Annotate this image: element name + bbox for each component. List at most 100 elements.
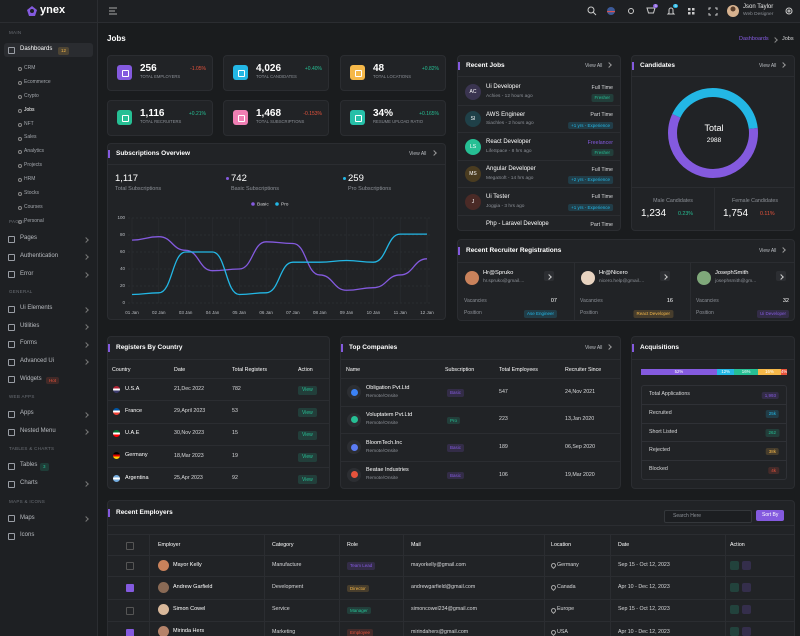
sidebar-item[interactable]: Forms [20, 340, 37, 347]
vacancies-value: 32 [782, 297, 789, 304]
job-tag: Fresher [591, 94, 613, 102]
download-button[interactable] [730, 582, 739, 592]
register-date: 18,Mar 2023 [174, 452, 204, 459]
stat-change: -1.05% [190, 65, 206, 72]
fullscreen-icon[interactable] [708, 7, 718, 16]
company-logo-mark [350, 443, 358, 451]
sidebar-subitem[interactable]: Crypto [24, 92, 39, 99]
sidebar-item[interactable]: Apps [20, 410, 34, 417]
recruiter-arrow-button[interactable] [660, 271, 670, 281]
row-divider [108, 467, 329, 469]
job-avatar [465, 193, 481, 210]
sidebar-item[interactable]: Maps [20, 514, 35, 521]
card-divider [632, 187, 794, 188]
sidebar-item[interactable]: Nested Menu [20, 427, 56, 434]
view-button[interactable]: View [298, 385, 317, 395]
sidebar-item[interactable]: Tables [20, 462, 38, 469]
job-title[interactable]: Ui Tester [486, 193, 510, 200]
sidebar-subitem[interactable]: Jobs [24, 106, 35, 113]
sidebar-subitem[interactable]: Courses [24, 203, 43, 210]
sidebar-subitem[interactable]: Personal [24, 217, 44, 224]
edit-button[interactable] [742, 627, 751, 636]
cart-icon[interactable] [646, 7, 656, 14]
sidebar-subitem[interactable]: Analytics [24, 148, 45, 155]
sidebar-item[interactable]: Utilities [20, 322, 40, 329]
job-title[interactable]: Angular Developer [486, 166, 536, 173]
row-checkbox[interactable] [126, 606, 134, 615]
flag-icon[interactable] [607, 7, 615, 15]
sidebar-item-icon [8, 306, 15, 313]
theme-icon[interactable] [628, 8, 634, 14]
view-button[interactable]: View [298, 408, 317, 418]
download-button[interactable] [730, 605, 739, 615]
view-all-button[interactable]: View All [759, 62, 777, 69]
download-button[interactable] [730, 627, 739, 636]
summary-label: Pro Subscriptions [348, 185, 392, 192]
apps-icon[interactable] [688, 8, 695, 15]
menu-toggle[interactable] [109, 7, 117, 15]
stat-icon-glyph [355, 115, 362, 122]
sidebar-item[interactable]: Charts [20, 480, 38, 487]
job-title[interactable]: Ui Developer [486, 84, 521, 91]
sidebar-subitem[interactable]: CRM [24, 64, 36, 71]
header-checkbox[interactable] [126, 541, 134, 550]
edit-button[interactable] [742, 560, 751, 570]
job-initials: SI [470, 116, 476, 123]
edit-button[interactable] [742, 605, 751, 615]
register-total: 15 [232, 430, 238, 437]
sidebar-item[interactable]: Pages [20, 235, 38, 242]
edit-button[interactable] [742, 582, 751, 592]
sidebar-subitem[interactable]: Projects [24, 162, 43, 169]
sidebar-section-title: WEB APPS [9, 394, 35, 400]
row-divider [341, 405, 620, 407]
view-button[interactable]: View [298, 430, 317, 440]
sidebar-item-icon [8, 271, 15, 279]
sidebar-subitem[interactable]: NFT [24, 120, 34, 127]
sidebar-item[interactable]: Advanced Ui [20, 358, 55, 365]
sidebar-item[interactable]: Widgets [20, 375, 42, 382]
view-all-button[interactable]: View All [585, 344, 603, 351]
avatar[interactable] [727, 5, 739, 17]
sidebar-subitem[interactable]: Stocks [24, 190, 40, 196]
job-type: Full Time [591, 166, 614, 173]
breadcrumb-item[interactable]: Dashboards [739, 35, 769, 42]
download-button[interactable] [730, 560, 739, 570]
sidebar-subitem[interactable]: HRM [24, 176, 36, 183]
view-all-button[interactable]: View All [759, 247, 777, 254]
stat-label: TOTAL EMPLOYERS [140, 74, 181, 80]
sort-button[interactable]: Sort By [756, 509, 785, 521]
vacancies-value: 07 [550, 297, 557, 304]
sidebar-sub-dot [18, 178, 22, 183]
sidebar-item[interactable]: Error [20, 270, 34, 277]
row-checkbox[interactable] [126, 584, 134, 593]
row-checkbox[interactable] [126, 562, 134, 570]
sidebar-subitem[interactable]: Ecommerce [24, 78, 51, 85]
settings-icon[interactable] [785, 7, 793, 15]
view-all-button[interactable]: View All [585, 62, 603, 69]
row-checkbox[interactable] [126, 628, 134, 636]
recruiter-name: Hr@Nicero [599, 270, 628, 277]
sidebar-item[interactable]: Dashboards [20, 46, 53, 53]
progress-label: 12% [721, 369, 730, 375]
stat-change: -0.153% [303, 110, 322, 117]
sidebar-subitem[interactable]: Sales [24, 134, 37, 141]
view-button[interactable]: View [298, 475, 317, 485]
sidebar-item[interactable]: Icons [20, 532, 35, 539]
sidebar-item[interactable]: Ui Elements [20, 305, 53, 312]
job-title[interactable]: Php - Laravel Develope [486, 221, 549, 228]
search-input[interactable]: Search Here [664, 509, 752, 523]
sidebar-item-icon [8, 323, 15, 331]
sidebar-item[interactable]: Authentication [20, 253, 59, 260]
recruiter-arrow-button[interactable] [544, 271, 554, 281]
recruiter-arrow-button[interactable] [776, 271, 786, 281]
job-title[interactable]: React Developer [486, 139, 531, 146]
job-tag: +1 yrs - Experience [568, 121, 613, 129]
view-all-button[interactable]: View All [409, 150, 427, 157]
search-icon[interactable] [587, 6, 597, 16]
view-button[interactable]: View [298, 452, 317, 462]
job-title[interactable]: AWS Engineer [486, 111, 526, 118]
cart-badge: 5 [653, 2, 659, 9]
bell-icon[interactable] [666, 7, 676, 15]
country-name: Argentina [125, 474, 149, 481]
